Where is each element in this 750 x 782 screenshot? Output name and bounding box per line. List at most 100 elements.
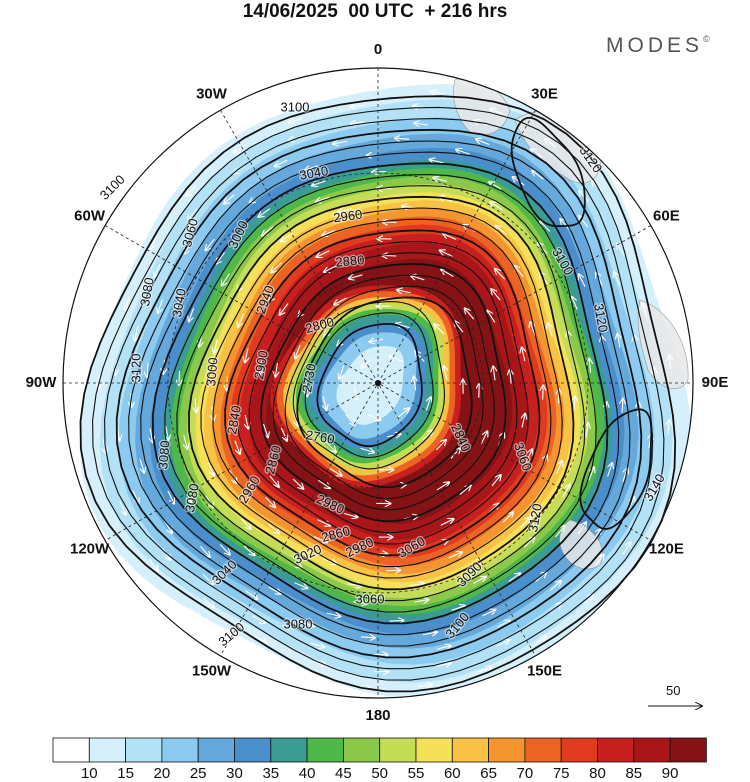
wind-arrow xyxy=(214,339,217,354)
wind-arrow xyxy=(390,356,403,362)
wind-arrow xyxy=(317,250,330,257)
wind-arrow xyxy=(496,226,507,235)
wind-band xyxy=(336,346,404,425)
colorbar-label: 90 xyxy=(662,765,679,782)
wind-arrow xyxy=(530,322,536,336)
wind-arrow xyxy=(592,529,601,541)
longitude-label: 90W xyxy=(26,374,58,391)
contour-label: 2840 xyxy=(224,404,244,435)
wind-arrow xyxy=(414,123,429,125)
wind-arrow xyxy=(583,594,593,605)
wind-arrow xyxy=(189,607,201,617)
wind-arrow xyxy=(117,426,119,441)
wind-arrow xyxy=(414,600,429,603)
wind-arrow xyxy=(350,105,365,106)
wind-arrow xyxy=(436,482,449,491)
height-contour xyxy=(260,262,507,523)
colorbar-label: 80 xyxy=(589,765,606,782)
height-contour xyxy=(272,274,495,511)
wind-arrow xyxy=(339,365,345,379)
wind-arrow xyxy=(497,621,509,628)
wind-arrow xyxy=(668,420,670,434)
contour-label: 3080 xyxy=(155,440,172,470)
wind-arrow xyxy=(262,423,269,437)
wind-arrow xyxy=(219,544,230,555)
wind-arrow xyxy=(353,602,367,604)
wind-arrow xyxy=(369,88,383,89)
colorbar-box xyxy=(270,737,308,763)
wind-arrow xyxy=(199,150,211,160)
wind-arrow xyxy=(275,362,277,377)
colorbar-box xyxy=(234,737,272,763)
wind-arrow xyxy=(532,171,544,180)
contour-label: 3080 xyxy=(182,482,202,513)
wind-arrow xyxy=(310,643,325,647)
contour-label: 3040 xyxy=(169,287,189,318)
colorbar-box xyxy=(379,737,417,763)
contour-label: 3060 xyxy=(356,591,385,606)
wind-arrow xyxy=(240,518,251,529)
modes-logo: MODES© xyxy=(606,34,710,58)
wind-arrow xyxy=(473,577,485,584)
colorbar-box xyxy=(597,737,635,763)
wind-arrow xyxy=(414,377,416,391)
wind-arrow xyxy=(491,289,501,301)
wind-arrow xyxy=(622,543,631,555)
wind-arrow xyxy=(411,276,425,280)
contour-label: 3080 xyxy=(284,616,313,631)
wind-arrow xyxy=(216,252,226,263)
wind-arrow xyxy=(308,95,322,99)
wind-arrow xyxy=(295,674,309,678)
wind-arrow xyxy=(622,399,623,413)
colorbar-label: 75 xyxy=(553,765,570,782)
wind-arrow xyxy=(456,150,470,155)
wind-arrow xyxy=(295,344,301,358)
wind-arrow xyxy=(572,297,578,310)
wind-arrow xyxy=(482,610,496,617)
longitude-label: 150W xyxy=(192,662,232,679)
wind-arrow xyxy=(540,221,551,232)
high-contour xyxy=(579,408,653,530)
colorbar-box xyxy=(197,737,235,763)
wind-arrow xyxy=(338,209,353,212)
wind-arrow xyxy=(333,141,347,144)
wind-arrow xyxy=(323,396,326,410)
wind-arrow xyxy=(250,116,264,123)
contour-label: 3000 xyxy=(203,357,220,387)
colorbar-box xyxy=(125,737,163,763)
wind-arrow xyxy=(254,635,266,643)
wind-arrow xyxy=(425,397,431,411)
height-contour xyxy=(164,173,597,613)
colorbar-label: 10 xyxy=(81,765,98,782)
wind-arrow xyxy=(579,216,589,228)
wind-arrow xyxy=(149,558,158,570)
wind-arrow xyxy=(617,243,625,256)
colorbar-label: 70 xyxy=(517,765,534,782)
wind-arrow xyxy=(269,475,279,487)
contour-label: 2730 xyxy=(299,362,319,393)
wind-arrow xyxy=(617,334,620,348)
wind-arrow xyxy=(489,182,502,190)
wind-arrow xyxy=(292,478,303,489)
longitude-label: 150E xyxy=(527,662,562,679)
wind-arrow xyxy=(588,467,594,481)
wind-arrow xyxy=(125,296,129,309)
wind-arrow xyxy=(436,663,451,666)
wind-arrow xyxy=(294,582,308,589)
wind-arrow xyxy=(271,262,282,273)
colorbar-label: 60 xyxy=(444,765,461,782)
contour-label: 3080 xyxy=(137,276,157,307)
wind-arrow xyxy=(550,581,561,591)
colorbar-label: 50 xyxy=(371,765,388,782)
wind-arrow xyxy=(589,359,590,373)
wind-arrow xyxy=(239,646,251,654)
reference-vector: 50 xyxy=(648,683,710,716)
wind-arrow xyxy=(347,584,362,586)
wind-arrow xyxy=(305,165,319,171)
wind-arrow xyxy=(487,311,496,323)
height-contour xyxy=(200,207,563,579)
wind-arrow xyxy=(628,497,635,511)
longitude-label: 30W xyxy=(196,86,228,103)
wind-arrow xyxy=(396,324,410,328)
